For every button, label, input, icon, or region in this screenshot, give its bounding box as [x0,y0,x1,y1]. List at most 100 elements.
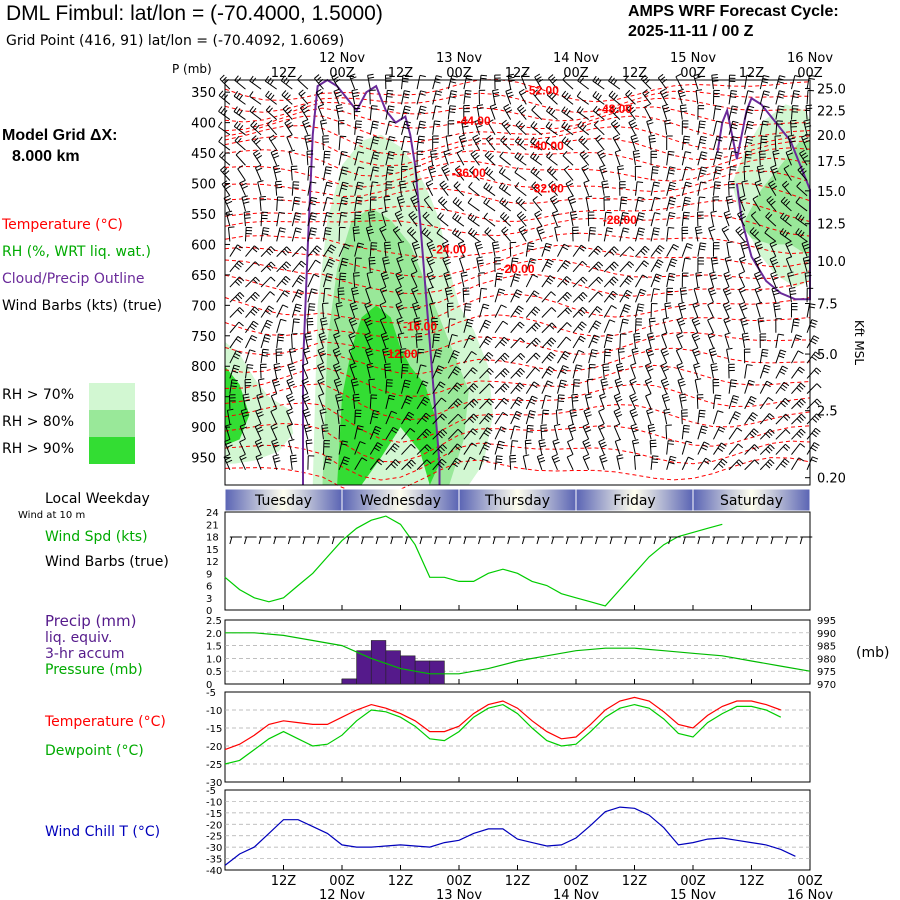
wind-barb [806,398,822,410]
surface-wind-barb [770,536,783,545]
wind-barb [463,456,476,470]
wind-barb [463,413,479,425]
precip-bar [429,660,445,685]
wind-barb [444,286,453,303]
wind-barb [287,362,296,379]
wind-barb [379,286,388,303]
wind-barb [333,88,342,105]
wind-barb [616,454,624,470]
wind-barb [352,393,360,409]
wind-barb [489,103,498,120]
bottom-hour-label: 12Z [388,874,414,889]
surface-wind-barb [317,536,330,545]
wind-barb [400,74,409,90]
wind-barb [588,363,596,379]
wind-barb [410,256,419,273]
wind-barb [413,317,422,333]
wind-barb [383,195,391,212]
wind-barb [234,135,246,151]
wind-barb [494,426,507,440]
wind-barb [479,383,494,395]
wind-barb [385,136,396,151]
wind-barb [546,166,558,181]
bottom-date-label: 15 Nov [670,888,716,900]
wind-barb [769,240,777,257]
wind-barb [252,149,263,166]
pressure-tick-label: 800 [191,360,216,375]
wind-barb [650,181,660,196]
wind-barb [321,424,329,440]
wind-barb [259,195,267,211]
wind-barb [245,306,260,318]
wind-barb [775,90,786,105]
wind-barb [500,135,512,151]
wind-barb [298,89,309,105]
wind-barb [272,454,281,470]
wind-barb [260,305,275,318]
wind-barb [744,135,754,151]
wind-barb [681,211,690,227]
wind-barb [483,166,496,181]
surface-wind-barb [551,536,564,545]
temperature-contour-label: -20.00 [500,262,534,276]
surface-wind-barb [273,536,286,545]
wind-barb [251,135,262,151]
wind-barb [759,90,770,105]
wind-barb [755,301,763,318]
model-grid-label: Model Grid ΔX: [2,127,118,144]
wind-barb [479,335,493,349]
wind-barb [540,424,548,440]
surface-wind-barb [448,536,462,545]
wind-barb [286,423,294,440]
wind-barb [728,395,740,410]
wind-barb [712,410,724,425]
wind-barb [452,228,465,242]
wind-barb [744,412,758,425]
wind-speed-label: Wind Spd (kts) [45,529,148,545]
wind-barb [229,379,238,394]
wind-barb [666,272,676,288]
wind-barb [728,166,737,181]
wind-barb [572,321,587,334]
wind-barb [538,439,547,455]
bottom-hour-label: 00Z [680,874,706,889]
pressure-tick-label: 850 [191,391,216,406]
wind-barb [744,395,757,410]
wind-barb [557,276,572,288]
temperature-contour-label: -32.00 [530,181,564,195]
wind-barb [582,423,592,440]
wind-barb [379,225,387,242]
wind-barb [721,225,730,242]
wind-barb [307,212,318,227]
mb-unit-label: (mb) [856,645,890,661]
wind-barb [270,393,278,410]
wind-barb [244,349,256,364]
wind-barb [260,291,275,303]
pressure-line [225,632,811,675]
top-hour-label: 12Z [388,66,414,81]
wind-barb [400,363,409,379]
wind-barb [336,409,344,425]
wind-barb [681,196,692,212]
wind-barb [476,104,484,120]
wind-barb [447,382,463,394]
surface-wind-barb [536,536,549,545]
wind-barb [260,348,269,364]
top-hour-label: 12Z [739,66,765,81]
wind-barb [304,332,313,349]
wind-barb [598,408,605,425]
wind-barb [697,457,711,471]
wind-barb [541,291,556,303]
wind-barb [557,307,572,318]
wind-barb [400,105,411,120]
wind-barb [276,333,285,349]
wind-barb [645,393,652,410]
wind-barb [660,347,670,364]
wind-barb [369,409,380,425]
wind-barb [592,105,605,120]
wind-barb [650,150,658,166]
bottom-hour-label: 12Z [271,874,297,889]
wind-barb [666,181,677,196]
panel-y-tick-label: 0 [206,680,212,691]
wind-barb [369,394,378,409]
